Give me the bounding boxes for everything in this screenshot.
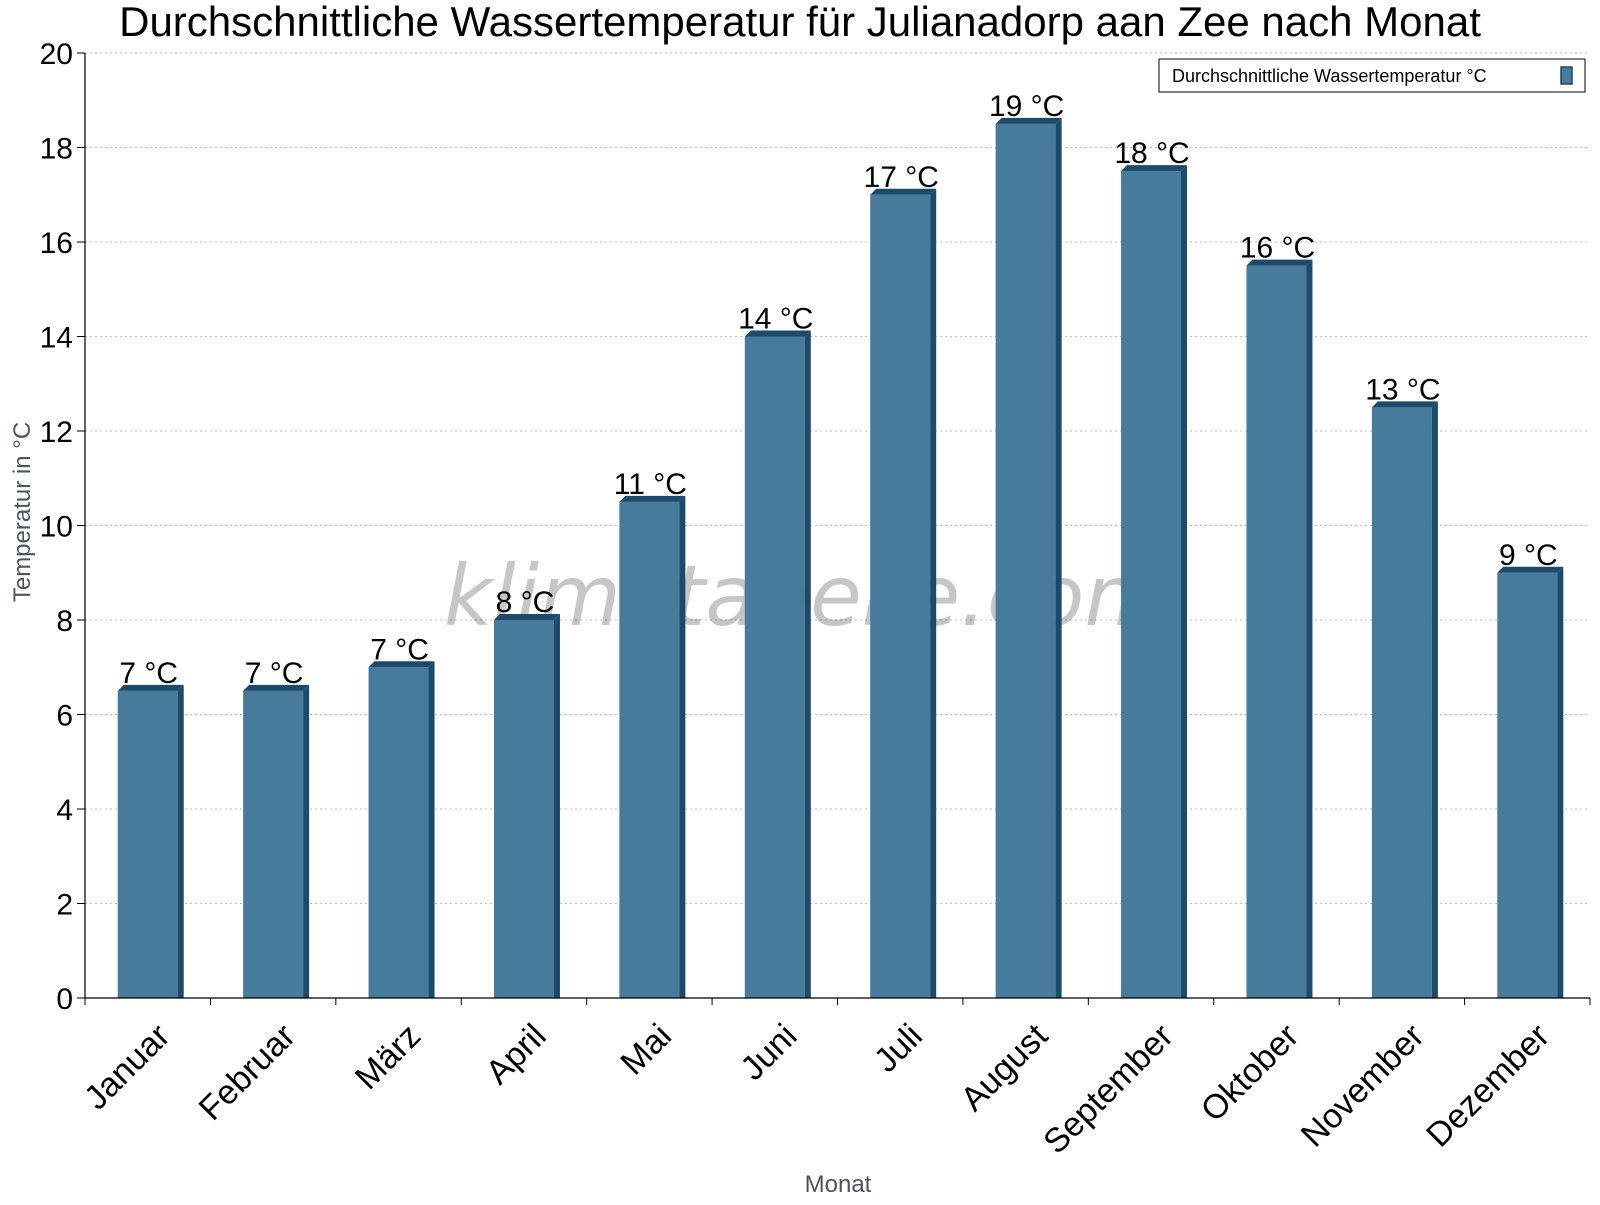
bar-side [1431,401,1438,998]
x-tick-label: September [1036,1017,1180,1161]
bar-top [1246,259,1313,266]
x-tick-label: Dezember [1419,1017,1557,1155]
bar-side [1306,259,1313,998]
bar-top [1121,165,1188,172]
bar-side [177,684,184,998]
bar-top [744,330,811,337]
bar-top [493,614,560,620]
bar-side [1181,165,1188,998]
bar-side [1557,566,1564,998]
bar [1371,407,1432,998]
bar-top [1371,401,1438,408]
y-tick-label: 20 [40,38,73,71]
bar [619,501,680,998]
bar-value-label: 7 °C [245,657,304,690]
x-tick-label: Januar [77,1017,177,1117]
y-tick-label: 12 [40,416,73,449]
bar [995,123,1056,998]
x-tick-label: Juni [733,1017,804,1088]
bar-top [368,661,435,668]
bar-top [995,117,1062,124]
bar-value-label: 16 °C [1240,232,1315,265]
chart-title: Durchschnittliche Wassertemperatur für J… [119,0,1481,45]
y-tick-label: 4 [56,794,73,827]
bar-side [679,495,686,998]
bar [368,667,429,998]
bar-value-label: 7 °C [370,633,429,666]
x-tick-label: Oktober [1194,1017,1306,1129]
legend: Durchschnittliche Wassertemperatur °C [1158,58,1586,93]
bar-value-label: 9 °C [1499,539,1558,572]
bar-top [1497,566,1564,573]
y-tick-label: 8 [56,605,73,638]
bar-value-label: 19 °C [989,90,1064,123]
bar-value-label: 7 °C [119,657,178,690]
x-tick-label: März [348,1017,428,1097]
legend-label: Durchschnittliche Wassertemperatur °C [1172,66,1487,86]
bar-side [930,188,937,998]
y-tick-label: 0 [56,983,73,1016]
bar-top [117,684,184,691]
bar-top [619,495,686,502]
legend-swatch [1560,66,1573,85]
y-tick-label: 18 [40,133,73,166]
y-tick-label: 14 [40,322,73,355]
x-tick-label: November [1294,1017,1432,1155]
bar [744,336,805,998]
x-tick-label: Juli [867,1017,930,1080]
bar [117,690,178,998]
bar-value-label: 17 °C [864,161,939,194]
bar [870,194,931,998]
bar-value-label: 18 °C [1114,137,1189,170]
bar [243,690,304,998]
bar [1497,572,1558,998]
x-tick-label: Mai [613,1017,679,1083]
legend-box [1158,58,1586,93]
bar [493,620,554,998]
bars: 7 °C 7 °C 7 °C 8 °C 11 °C 14 °C 17 °C 19 °C 18 °… [117,90,1564,998]
bar-top [870,188,937,195]
y-tick-label: 2 [56,889,73,922]
bar-side [428,661,435,998]
x-tick-label: Februar [192,1017,303,1128]
bar-value-label: 13 °C [1365,373,1440,406]
x-axis-title: Monat [805,1171,872,1198]
bar-side [804,330,811,998]
bar-value-label: 8 °C [496,586,555,619]
gridlines [85,52,1590,904]
bar [1246,265,1307,998]
y-tick-label: 6 [56,700,73,733]
bar-value-label: 14 °C [738,303,813,336]
bar-side [1055,117,1062,998]
bar [1121,171,1182,998]
bar-top [243,684,310,691]
x-tick-label: August [954,1016,1056,1118]
bar-side [303,684,310,998]
y-tick-label: 16 [40,227,73,260]
y-tick-label: 10 [40,511,73,544]
bar-value-label: 11 °C [614,468,687,501]
y-axis-title: Temperatur in °C [9,422,36,602]
bar-side [553,614,560,998]
x-tick-label: April [479,1017,554,1092]
